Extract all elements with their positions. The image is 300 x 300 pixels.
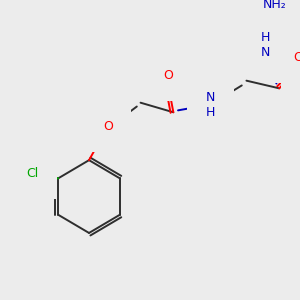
Text: O: O bbox=[293, 51, 300, 64]
Text: Cl: Cl bbox=[26, 167, 38, 180]
Text: NH₂: NH₂ bbox=[263, 0, 286, 11]
Text: O: O bbox=[164, 69, 174, 82]
Text: O: O bbox=[103, 120, 113, 133]
Text: H
N: H N bbox=[260, 31, 270, 59]
Text: N
H: N H bbox=[206, 91, 215, 118]
